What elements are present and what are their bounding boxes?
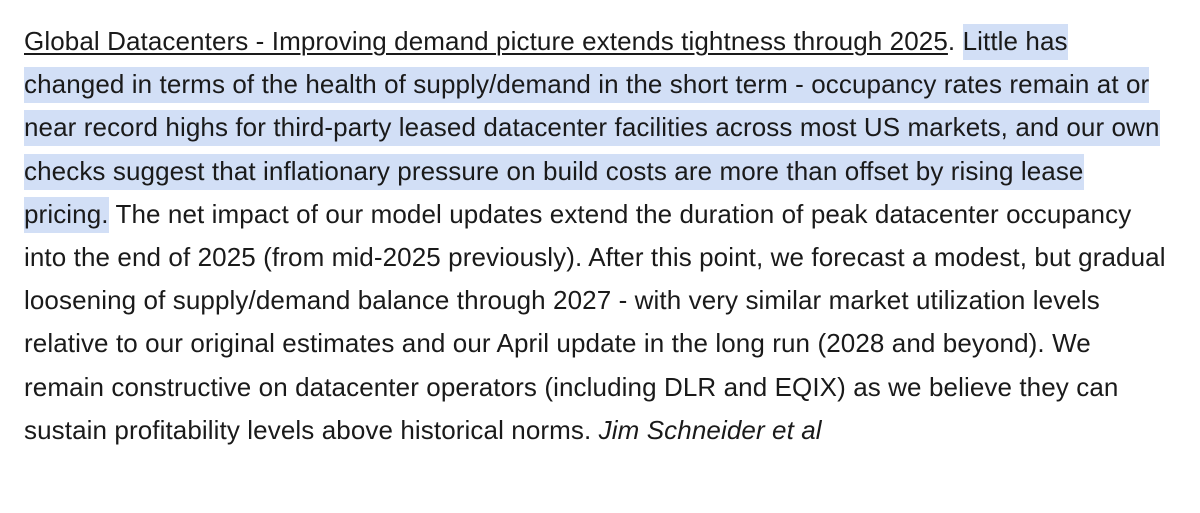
body-text: The net impact of our model updates exte… bbox=[24, 198, 1166, 445]
attribution: Jim Schneider et al bbox=[598, 414, 822, 445]
headline-suffix: . bbox=[947, 26, 956, 56]
document-page: Global Datacenters - Improving demand pi… bbox=[24, 20, 1174, 452]
paragraph: Global Datacenters - Improving demand pi… bbox=[24, 20, 1174, 452]
headline: Global Datacenters - Improving demand pi… bbox=[24, 26, 948, 56]
